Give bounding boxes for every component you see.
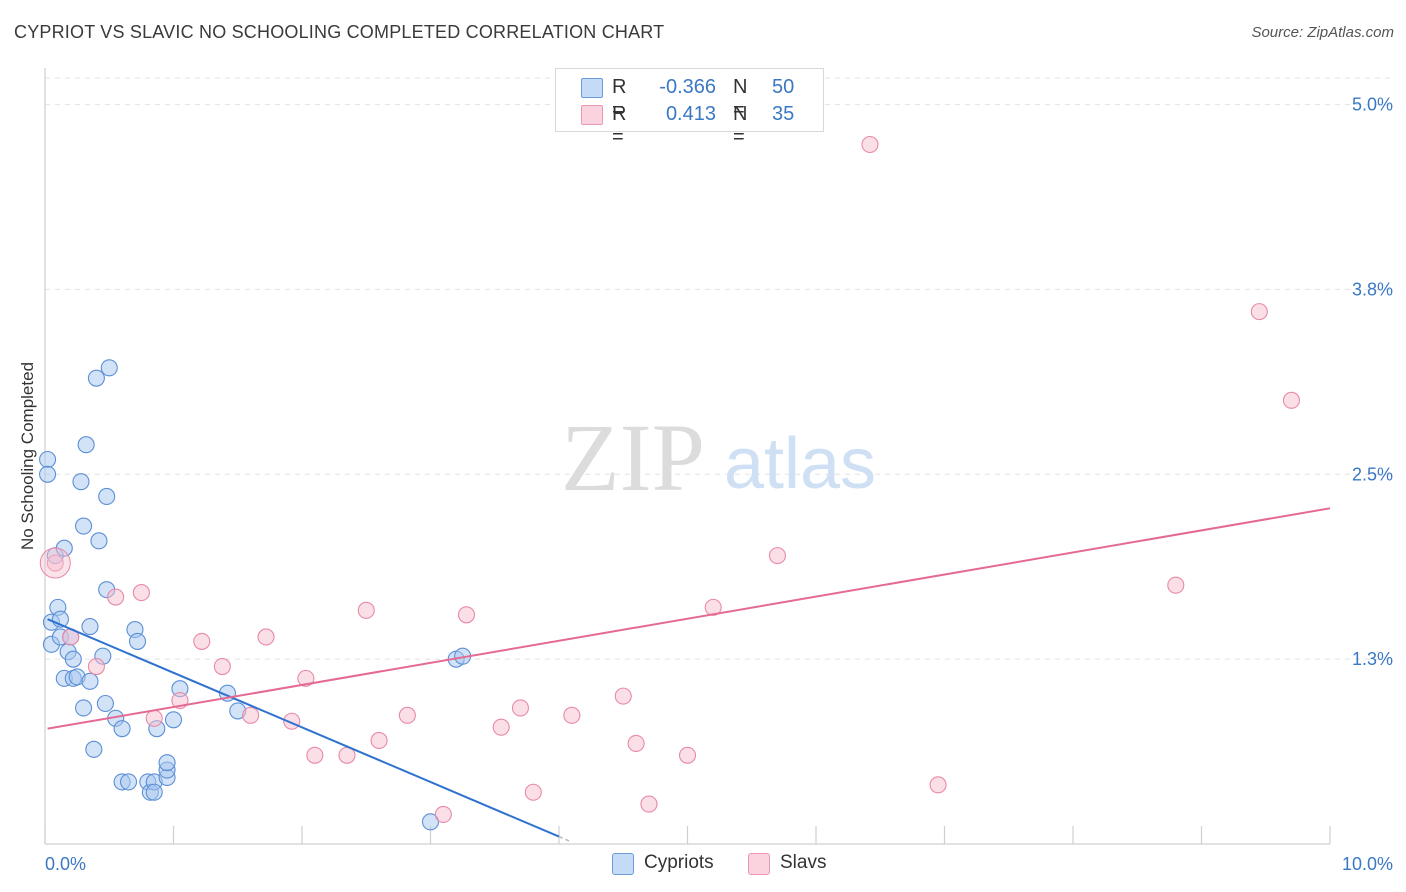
legend-swatch-cypriots: [581, 78, 603, 98]
bottom-legend-swatch-cypriots: [612, 853, 634, 875]
data-points: [39, 135, 1300, 831]
point-cypriots: [87, 369, 105, 387]
point-cypriots: [96, 694, 114, 713]
point-cypriots: [77, 436, 95, 454]
point-slavs: [704, 598, 722, 616]
watermark-atlas: atlas: [724, 424, 876, 504]
point-slavs: [145, 709, 163, 727]
point-slavs: [457, 606, 476, 624]
point-slavs: [132, 584, 150, 602]
point-cypriots: [164, 711, 183, 729]
point-slavs: [627, 734, 645, 752]
watermark: ZIP atlas: [561, 404, 876, 511]
point-cypriots: [119, 773, 138, 791]
source-label: Source: ZipAtlas.com: [1251, 24, 1394, 41]
point-cypriots: [158, 754, 176, 772]
point-slavs: [524, 783, 542, 801]
point-cypriots: [81, 672, 99, 690]
point-slavs: [1250, 303, 1268, 321]
point-slavs: [297, 669, 315, 687]
legend-r-value: 0.413: [665, 103, 716, 125]
bottom-legend-label-slavs: Slavs: [780, 852, 827, 873]
x-tick-label: 10.0%: [1342, 854, 1393, 874]
tick-labels: 1.3% 2.5% 3.8% 5.0% 0.0% 10.0%: [45, 95, 1393, 874]
watermark-zip: ZIP: [561, 404, 705, 511]
point-slavs: [242, 706, 260, 724]
point-slavs: [87, 657, 105, 676]
legend-n-label: N =: [733, 76, 748, 121]
point-cypriots: [100, 359, 118, 377]
x-tick-label: 0.0%: [45, 854, 86, 874]
y-axis-label: No Schooling Completed: [18, 361, 37, 551]
point-slavs: [257, 628, 275, 646]
y-tick-label: 2.5%: [1352, 464, 1393, 484]
point-cypriots: [75, 699, 93, 717]
point-cypriots: [113, 720, 131, 738]
y-tick-label: 5.0%: [1352, 95, 1393, 115]
point-slavs: [511, 699, 530, 717]
point-cypriots: [421, 813, 440, 831]
legend-r-label: R =: [612, 103, 627, 148]
point-slavs: [929, 776, 947, 794]
point-cypriots: [72, 473, 90, 491]
point-cypriots: [128, 632, 147, 650]
point-slavs: [492, 718, 510, 736]
point-cypriots: [90, 532, 108, 550]
legend-r-label: R =: [612, 76, 627, 121]
legend-r-value: -0.366: [659, 76, 716, 98]
trend-extension: [558, 835, 573, 843]
point-cypriots: [64, 650, 82, 668]
trend-slavs: [47, 507, 1331, 730]
point-slavs: [1167, 576, 1185, 594]
legend-n-label: N =: [733, 103, 748, 148]
point-slavs: [107, 588, 125, 606]
point-slavs-large: [39, 547, 71, 579]
point-slavs: [213, 657, 231, 676]
point-slavs: [1282, 391, 1300, 409]
point-cypriots: [85, 740, 103, 758]
point-slavs: [434, 805, 452, 823]
point-slavs: [768, 547, 787, 565]
chart-title: CYPRIOT VS SLAVIC NO SCHOOLING COMPLETED…: [14, 22, 665, 42]
point-slavs: [370, 731, 388, 750]
point-slavs: [861, 135, 879, 154]
point-slavs: [640, 795, 658, 813]
point-cypriots: [98, 487, 116, 506]
y-tick-label: 1.3%: [1352, 649, 1393, 669]
correlation-legend: R = -0.366 N = 50 R = 0.413 N = 35: [555, 68, 824, 148]
legend-n-value: 50: [772, 76, 795, 98]
point-slavs: [678, 746, 697, 764]
point-cypriots: [75, 517, 93, 535]
legend-swatch-slavs: [581, 105, 603, 125]
point-slavs: [193, 632, 211, 650]
trend-cypriots: [47, 618, 560, 838]
bottom-legend-label-cypriots: Cypriots: [644, 852, 714, 873]
legend-n-value: 35: [772, 103, 795, 125]
point-slavs: [398, 706, 416, 724]
bottom-legend-swatch-slavs: [748, 853, 770, 875]
point-cypriots: [39, 450, 57, 469]
trend-lines: [47, 507, 1331, 843]
point-slavs: [46, 554, 64, 572]
y-tick-label: 3.8%: [1352, 279, 1393, 299]
point-slavs: [357, 601, 375, 619]
gridlines: [45, 77, 1390, 660]
point-slavs: [614, 687, 632, 705]
point-cypriots: [81, 618, 99, 636]
point-cypriots: [39, 465, 57, 483]
point-slavs: [306, 746, 324, 764]
point-cypriots: [145, 783, 163, 801]
point-slavs: [563, 706, 581, 724]
